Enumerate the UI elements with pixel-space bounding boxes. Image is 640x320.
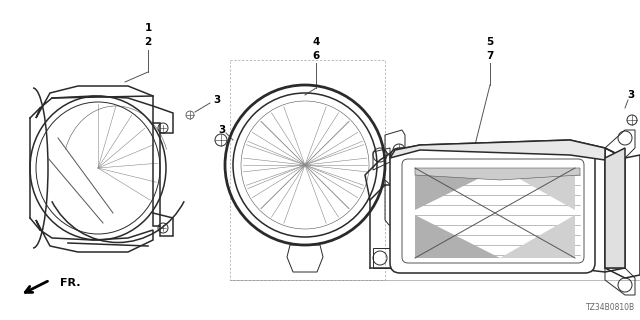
Polygon shape (415, 168, 500, 210)
Text: TZ34B0810B: TZ34B0810B (586, 303, 635, 312)
Text: 3: 3 (213, 95, 221, 105)
Polygon shape (390, 140, 605, 160)
Text: 4: 4 (312, 37, 320, 47)
FancyBboxPatch shape (390, 148, 595, 273)
Polygon shape (500, 168, 575, 210)
Text: 3: 3 (218, 125, 226, 135)
Polygon shape (605, 148, 625, 268)
Text: 7: 7 (486, 51, 493, 61)
Text: 1: 1 (145, 23, 152, 33)
Text: 5: 5 (486, 37, 493, 47)
Text: 6: 6 (312, 51, 319, 61)
Text: 3: 3 (627, 90, 635, 100)
Text: 2: 2 (145, 37, 152, 47)
Polygon shape (415, 168, 580, 180)
Text: FR.: FR. (60, 278, 81, 288)
Polygon shape (415, 215, 500, 258)
Bar (230, 60, 385, 280)
Polygon shape (500, 215, 575, 258)
